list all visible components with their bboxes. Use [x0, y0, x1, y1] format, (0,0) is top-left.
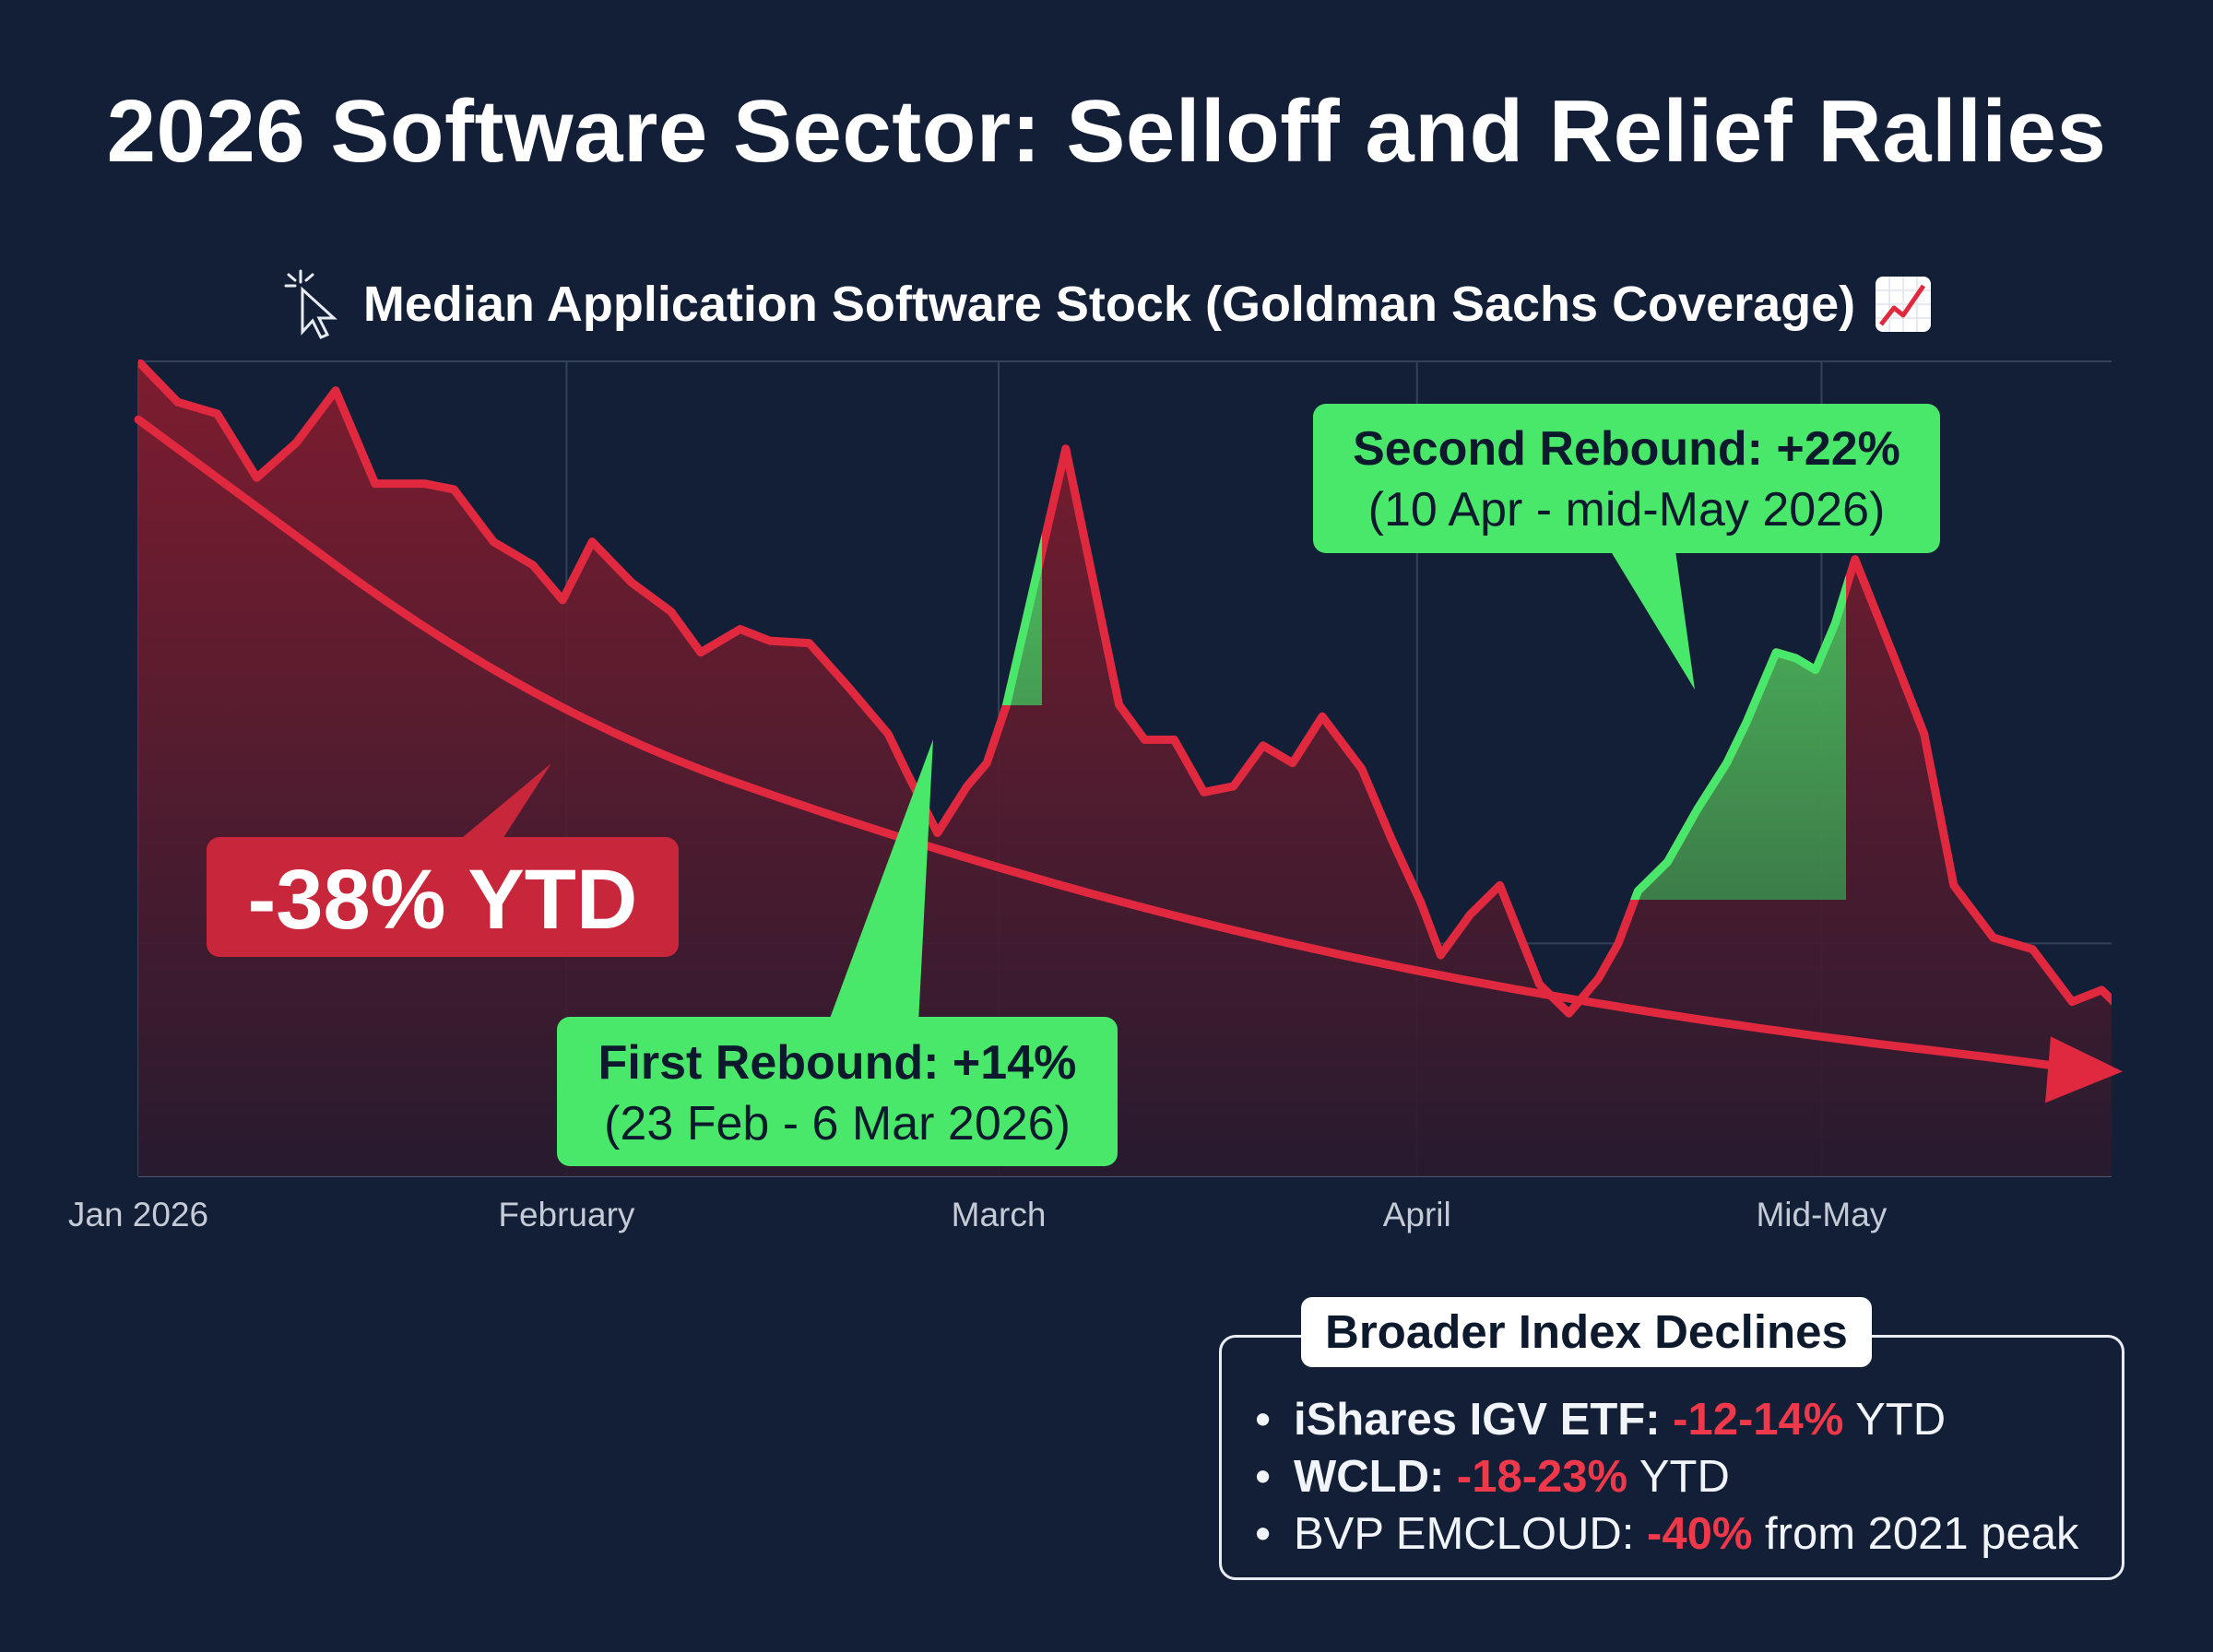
second-rebound-line [1630, 574, 1846, 900]
x-axis: Jan 2026 February March April Mid-May [68, 1196, 1888, 1233]
first-rebound-callout: First Rebound: +14% (23 Feb - 6 Mar 2026… [557, 739, 1118, 1166]
first-rebound-title: First Rebound: +14% [598, 1036, 1077, 1090]
first-rebound-dates: (23 Feb - 6 Mar 2026) [604, 1097, 1071, 1150]
index-name: BVP EMCLOUD: [1294, 1509, 1648, 1559]
index-suffix: YTD [1627, 1452, 1730, 1502]
index-list: • iShares IGV ETF: -12-14% YTD • WCLD: -18-… [1255, 1391, 2079, 1563]
page-title: 2026 Software Sector: Selloff and Relief… [106, 82, 2107, 181]
index-name: iShares IGV ETF: [1294, 1395, 1674, 1445]
ytd-label: -38% YTD [248, 853, 638, 947]
x-tick-label: March [952, 1196, 1047, 1233]
second-rebound-title: Second Rebound: +22% [1353, 422, 1900, 476]
index-value: -40% [1647, 1509, 1753, 1559]
index-value: -12-14% [1673, 1395, 1844, 1445]
line-layer [134, 360, 2123, 1103]
bullet-icon: • [1255, 1509, 1272, 1559]
trend-curve [134, 415, 2071, 1073]
index-item: • WCLD: -18-23% YTD [1255, 1448, 2079, 1505]
second-rebound-dates: (10 Apr - mid-May 2026) [1368, 483, 1886, 537]
x-tick-label: Jan 2026 [68, 1196, 208, 1233]
bullet-icon: • [1255, 1395, 1272, 1445]
second-rebound-callout: Second Rebound: +22% (10 Apr - mid-May 2… [1313, 404, 1940, 690]
decline-area [138, 361, 2112, 1176]
first-rebound-area [1006, 551, 1042, 705]
index-item: • iShares IGV ETF: -12-14% YTD [1255, 1391, 2079, 1448]
index-item: • BVP EMCLOUD: -40% from 2021 peak [1255, 1505, 2079, 1563]
chart-subtitle: Median Application Software Stock (Goldm… [0, 267, 2213, 341]
index-suffix: from 2021 peak [1752, 1509, 2079, 1559]
x-tick-label: Mid-May [1756, 1196, 1887, 1233]
bullet-icon: • [1255, 1452, 1272, 1502]
trend-arrowhead [2045, 1036, 2123, 1103]
chart-increasing-icon [1876, 277, 1932, 332]
x-tick-label: April [1383, 1196, 1451, 1233]
index-declines-box: Broader Index Declines • iShares IGV ETF:… [1219, 1297, 2124, 1580]
subtitle-text: Median Application Software Stock (Goldm… [362, 277, 1856, 332]
index-name: WCLD: [1294, 1452, 1457, 1502]
ytd-callout: -38% YTD [207, 763, 679, 957]
index-suffix: YTD [1843, 1395, 1947, 1445]
x-tick-label: February [498, 1196, 635, 1233]
cursor-click-icon [284, 269, 337, 339]
index-box-title: Broader Index Declines [1301, 1297, 1872, 1367]
index-value: -18-23% [1456, 1452, 1628, 1502]
